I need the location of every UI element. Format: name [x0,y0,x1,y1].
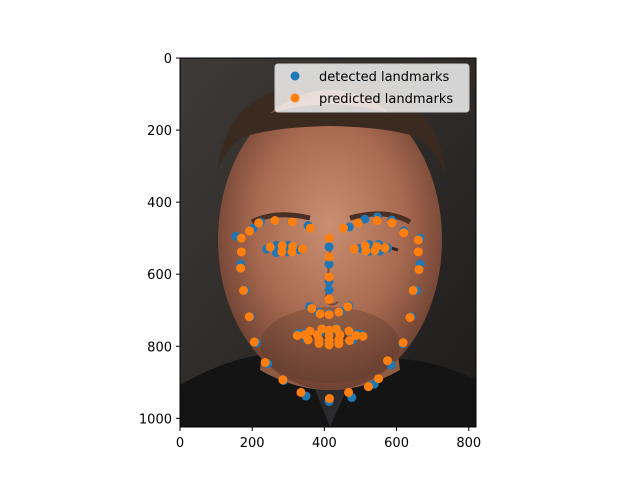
predicted-landmark-point [287,247,297,257]
predicted-landmark-point [370,245,380,255]
predicted-landmark-point [380,243,390,253]
predicted-landmark-point [324,233,334,243]
predicted-landmark-point [296,387,306,397]
y-tick-label: 800 [147,340,172,355]
predicted-landmark-point [292,330,302,340]
predicted-landmarks-series [236,216,424,404]
predicted-landmark-point [249,337,259,347]
detected-landmark-point [324,242,334,252]
predicted-landmark-point [334,307,344,317]
y-tick-label: 0 [164,52,172,67]
predicted-landmark-point [414,265,424,275]
predicted-landmark-point [324,310,334,320]
predicted-landmark-point [254,218,264,228]
x-tick-label: 200 [240,436,265,451]
detected-landmark-point [324,259,334,269]
predicted-landmark-point [343,302,353,312]
x-axis: 0 200 400 600 800 [176,427,481,451]
predicted-landmark-point [260,357,270,367]
predicted-landmark-point [353,218,363,228]
x-tick-label: 0 [176,436,184,451]
predicted-landmark-point [236,247,246,257]
predicted-landmark-point [324,336,334,346]
predicted-landmark-point [405,312,415,322]
y-tick-label: 600 [147,268,172,283]
predicted-landmark-point [324,252,334,262]
face-photo [180,58,476,427]
predicted-landmark-point [324,394,334,404]
predicted-landmark-point [315,309,325,319]
predicted-landmark-point [383,356,393,366]
predicted-landmark-point [361,246,371,256]
x-tick-label: 600 [384,436,409,451]
legend-marker-detected [290,71,300,81]
predicted-landmark-point [363,382,373,392]
predicted-landmark-point [297,244,307,254]
predicted-landmark-point [270,216,280,226]
predicted-landmark-point [344,387,354,397]
predicted-landmark-point [408,285,418,295]
predicted-landmark-point [345,336,355,346]
predicted-landmark-point [374,374,384,384]
predicted-landmark-point [351,330,361,340]
legend-label-predicted: predicted landmarks [319,92,453,107]
predicted-landmark-point [413,235,423,245]
predicted-landmark-point [236,233,246,243]
predicted-landmark-point [314,335,324,345]
predicted-landmark-point [278,375,288,385]
predicted-landmark-point [387,218,397,228]
predicted-landmark-point [372,216,382,226]
detected-landmark-point [324,285,334,295]
predicted-landmark-point [244,312,254,322]
legend: detected landmarks predicted landmarks [274,63,470,113]
x-tick-label: 800 [456,436,481,451]
predicted-landmark-point [334,335,344,345]
axes-frame [179,57,477,428]
y-tick-label: 200 [147,124,172,139]
predicted-landmark-point [399,228,409,238]
predicted-landmark-point [358,331,368,341]
x-tick-label: 400 [312,436,337,451]
predicted-landmark-point [307,303,317,313]
predicted-landmark-point [245,226,255,236]
predicted-landmark-point [305,223,315,233]
predicted-landmark-point [239,285,249,295]
legend-marker-predicted [290,93,300,103]
predicted-landmark-point [277,247,287,257]
predicted-landmark-point [413,247,423,257]
predicted-landmark-point [324,294,334,304]
predicted-landmark-point [398,338,408,348]
predicted-landmark-point [339,223,349,233]
y-tick-label: 400 [147,196,172,211]
predicted-landmark-point [265,242,275,252]
predicted-landmark-point [344,326,354,336]
y-axis: 0 200 400 600 800 1000 [139,52,180,427]
predicted-landmark-point [300,330,310,340]
predicted-landmark-point [236,263,246,273]
detected-landmark-point [360,214,370,224]
predicted-landmark-point [324,272,334,282]
y-tick-label: 1000 [139,412,172,427]
predicted-landmark-point [349,244,359,254]
predicted-landmark-point [287,217,297,227]
legend-label-detected: detected landmarks [319,70,450,85]
